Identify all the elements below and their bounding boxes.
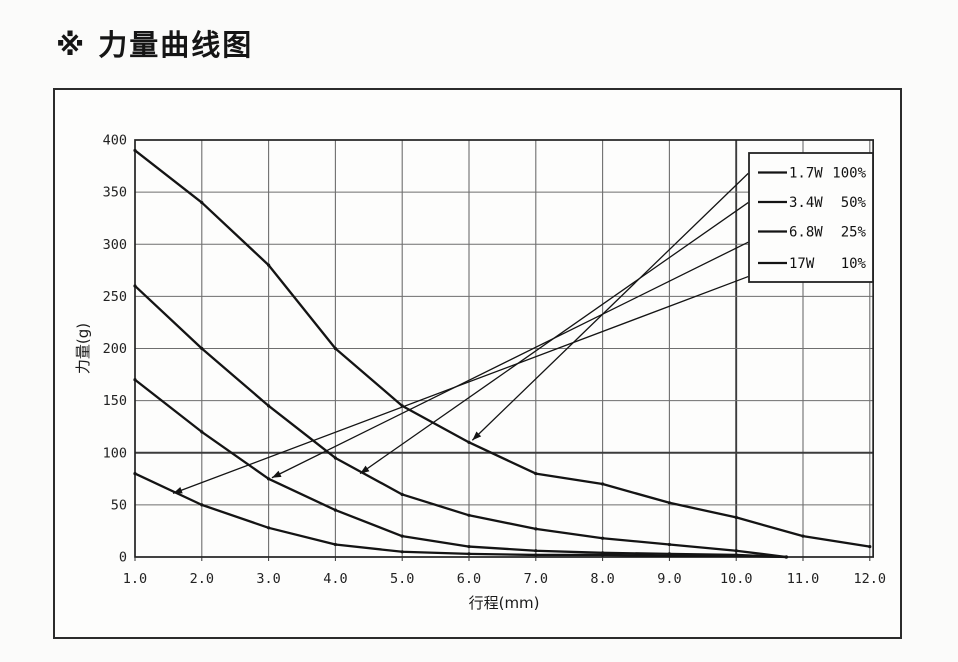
data-point: [267, 477, 271, 481]
legend: 1.7W 100% 3.4W 50% 6.8W 25% 17W 10%: [748, 152, 874, 283]
x-tick-label: 6.0: [457, 571, 481, 587]
data-point: [534, 527, 538, 531]
data-point: [400, 550, 404, 554]
x-tick-label: 3.0: [256, 571, 280, 587]
data-point: [534, 549, 538, 553]
data-point: [784, 555, 788, 559]
data-point: [467, 440, 471, 444]
data-point: [734, 515, 738, 519]
data-point: [133, 378, 137, 382]
curve-6-8w-25pct: [133, 378, 788, 559]
data-point: [601, 482, 605, 486]
legend-item-3-4w: 3.4W 50%: [758, 195, 867, 211]
data-point: [534, 553, 538, 557]
page-title: ※ 力量曲线图: [56, 28, 254, 62]
y-tick-label: 200: [103, 341, 127, 357]
data-point: [667, 554, 672, 558]
x-tick-label: 2.0: [190, 571, 214, 587]
x-tick-label: 10.0: [720, 571, 753, 587]
data-point: [267, 404, 271, 408]
data-point: [333, 456, 337, 460]
legend-item-6-8w: 6.8W 25%: [758, 225, 867, 241]
legend-label: 1.7W: [789, 166, 823, 182]
data-point: [133, 284, 137, 288]
legend-label: 17W: [789, 256, 815, 272]
y-tick-label: 0: [119, 550, 127, 566]
data-point: [601, 536, 605, 540]
y-tick-label: 100: [103, 445, 127, 461]
data-point: [333, 508, 337, 512]
data-point: [467, 513, 471, 517]
data-point: [801, 534, 805, 538]
legend-pointer-arrow-6-8w-25pct: [271, 241, 749, 479]
data-point: [333, 542, 337, 547]
legend-percentage: 10%: [841, 256, 867, 272]
x-tick-label: 1.0: [123, 571, 147, 587]
data-point: [133, 472, 137, 476]
x-tick-label: 11.0: [787, 571, 820, 587]
data-point: [200, 430, 204, 434]
data-point: [467, 544, 471, 549]
x-tick-label: 12.0: [854, 571, 887, 587]
y-tick-label: 250: [103, 289, 127, 305]
data-point: [467, 552, 471, 556]
data-point: [400, 404, 404, 408]
legend-pointer-arrow-1-7w-100pct: [471, 172, 749, 441]
legend-percentage: 25%: [841, 225, 867, 241]
data-point: [734, 554, 738, 558]
y-tick-label: 400: [103, 133, 127, 149]
legend-item-1-7w: 1.7W 100%: [758, 166, 867, 182]
data-point: [200, 503, 204, 507]
x-tick-label: 9.0: [657, 571, 681, 587]
data-point: [333, 346, 337, 351]
x-tick-label: 4.0: [323, 571, 347, 587]
data-point: [400, 492, 404, 497]
data-point: [200, 346, 204, 351]
data-point: [868, 544, 872, 549]
curve-3-4w-50pct: [133, 284, 788, 559]
plot-border: [134, 139, 874, 558]
x-tick-label: 8.0: [590, 571, 614, 587]
data-point: [133, 148, 137, 153]
data-point: [601, 553, 605, 557]
x-axis-label: 行程(mm): [469, 594, 540, 612]
x-tick-label: 7.0: [524, 571, 548, 587]
data-point: [534, 472, 538, 476]
x-tick-label: 5.0: [390, 571, 414, 587]
data-point: [667, 542, 672, 547]
data-point: [267, 263, 271, 267]
y-tick-label: 150: [103, 393, 127, 409]
y-axis-label: 力量(g): [74, 323, 92, 374]
data-point: [667, 501, 672, 505]
curve-1-7w-100pct: [133, 148, 872, 549]
y-tick-label: 350: [103, 185, 127, 201]
data-point: [200, 200, 204, 205]
data-point: [267, 526, 271, 530]
legend-percentage: 100%: [832, 166, 866, 182]
data-point: [400, 534, 404, 538]
legend-pointer-arrow-17w-10pct: [172, 275, 749, 495]
y-tick-label: 300: [103, 237, 127, 253]
legend-item-17w: 17W 10%: [758, 256, 867, 272]
y-tick-label: 50: [111, 497, 127, 513]
legend-label: 3.4W: [789, 195, 823, 211]
curve-17w-10pct: [133, 472, 788, 559]
data-point: [734, 549, 738, 553]
legend-label: 6.8W: [789, 225, 823, 241]
legend-box: [748, 152, 874, 283]
legend-percentage: 50%: [841, 195, 867, 211]
